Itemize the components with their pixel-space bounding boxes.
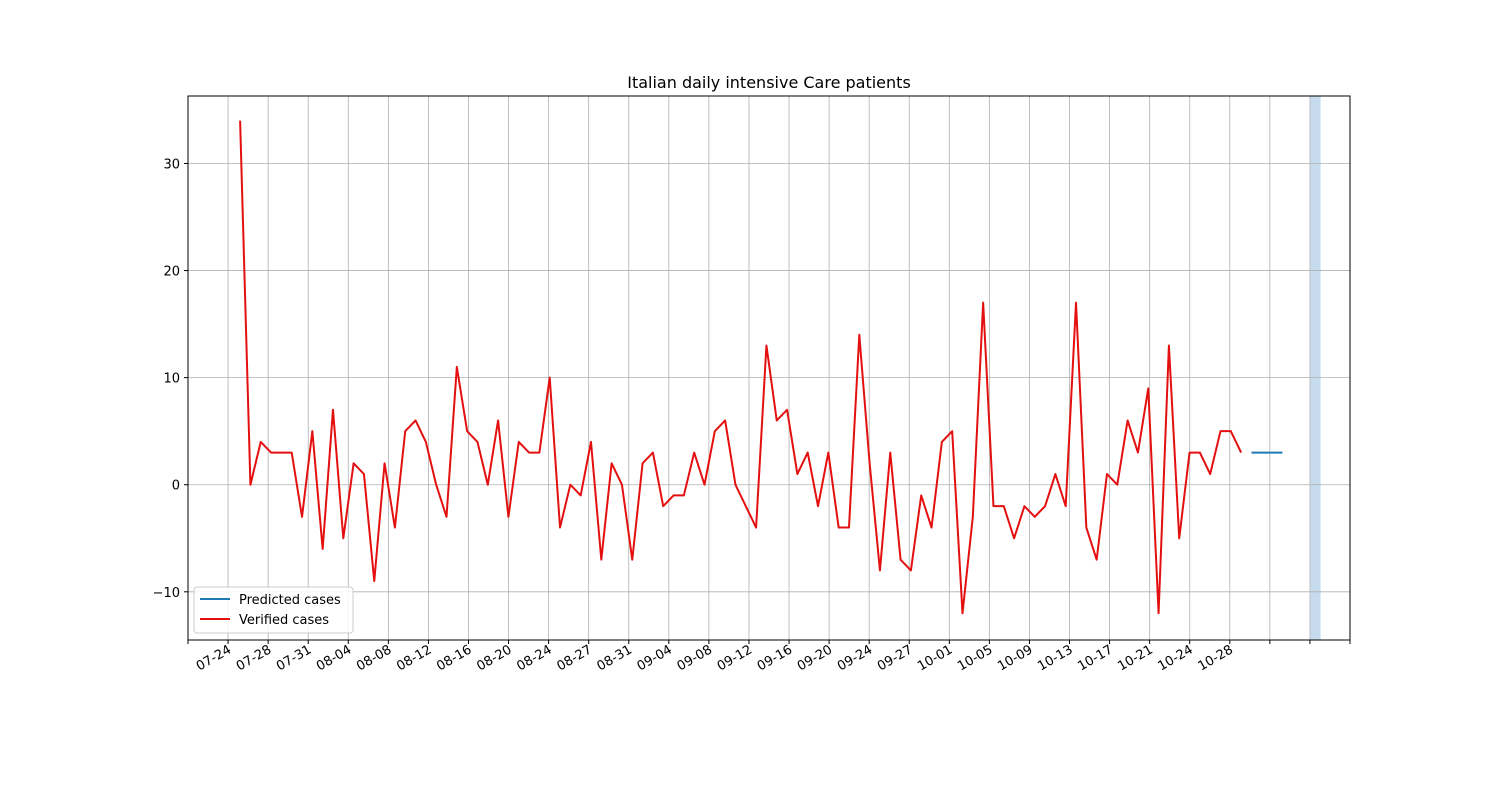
- x-tick-label: 10-24: [1156, 642, 1196, 674]
- x-tick-label: 08-31: [595, 642, 635, 674]
- x-tick-label: 10-09: [995, 642, 1035, 674]
- x-tick-label: 09-12: [715, 642, 755, 674]
- x-tick-label: 08-12: [394, 642, 434, 674]
- x-axis: 07-24 07-28 07-31 08-04 08-08 08-12 08-16 08-20…: [187, 640, 1351, 674]
- y-tick-label: −10: [153, 586, 180, 601]
- highlight-band-layer: [1310, 96, 1321, 640]
- y-tick-label: 0: [172, 479, 180, 494]
- x-tick-label: 09-20: [795, 642, 835, 674]
- x-tick-label: 08-20: [474, 642, 514, 674]
- x-tick-label: 09-16: [755, 642, 795, 674]
- x-tick-label: 08-04: [314, 642, 354, 674]
- x-tick-label: 08-16: [434, 642, 474, 674]
- x-tick-label: 09-24: [835, 642, 875, 674]
- y-axis: −10 0 10 20 30: [153, 157, 188, 601]
- legend-label-verified: Verified cases: [239, 613, 329, 628]
- series-layer: [239, 120, 1283, 615]
- grid-layer: [188, 96, 1350, 640]
- chart-title: Italian daily intensive Care patients: [627, 73, 911, 92]
- series-line-verified: [239, 120, 1243, 615]
- y-tick-label: 30: [163, 157, 180, 172]
- plot-frame: [187, 95, 1351, 641]
- legend-label-predicted: Predicted cases: [239, 593, 341, 608]
- x-tick-label: 07-31: [274, 642, 314, 674]
- legend: Predicted cases Verified cases: [193, 586, 354, 634]
- x-tick-label: 10-17: [1075, 642, 1115, 674]
- x-tick-label: 10-21: [1115, 642, 1155, 674]
- x-tick-label: 09-04: [635, 642, 675, 674]
- x-tick-label: 10-01: [915, 642, 955, 674]
- highlight-band: [1310, 96, 1321, 640]
- x-tick-label: 08-27: [554, 642, 594, 674]
- y-tick-label: 10: [163, 372, 180, 387]
- y-tick-label: 20: [163, 265, 180, 280]
- x-tick-label: 07-24: [194, 642, 234, 674]
- legend-box: [193, 586, 354, 634]
- x-tick-label: 10-28: [1196, 642, 1236, 674]
- x-tick-label: 07-28: [234, 642, 274, 674]
- x-tick-label: 10-13: [1035, 642, 1075, 674]
- x-tick-label: 08-24: [514, 642, 554, 674]
- x-tick-label: 08-08: [354, 642, 394, 674]
- x-tick-label: 09-08: [675, 642, 715, 674]
- x-tick-label: 10-05: [955, 642, 995, 674]
- x-tick-label: 09-27: [875, 642, 915, 674]
